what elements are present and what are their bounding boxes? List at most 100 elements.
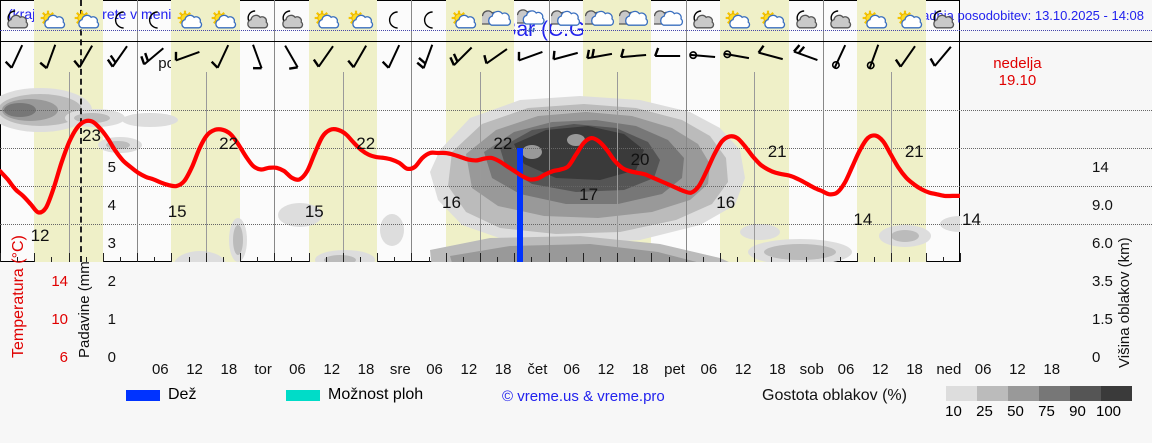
sun-cloud-icon	[172, 0, 206, 41]
day-header-nedelja: nedelja 19.10	[937, 55, 1097, 89]
x-tick	[360, 257, 361, 262]
x-tick	[462, 257, 464, 262]
x-tick	[891, 253, 893, 262]
day-separator	[274, 0, 276, 262]
x-axis-label-sob: sob	[799, 361, 824, 378]
x-axis-label-pet: pet	[664, 361, 685, 378]
cloud-blob	[380, 214, 404, 246]
x-tick	[445, 253, 447, 262]
cloud-blob	[233, 225, 243, 255]
wind-barb-icon	[686, 41, 720, 72]
x-axis-label-18: 18	[357, 361, 375, 378]
x-tick	[531, 257, 533, 262]
temperature-value-label: 17	[579, 185, 599, 205]
x-tick	[942, 257, 944, 262]
moon-icon	[412, 0, 446, 41]
daylight-band-icons-day2	[171, 0, 240, 72]
wind-barb-icon	[857, 41, 891, 72]
x-tick	[960, 253, 961, 262]
cloud-density-swatch-100	[1101, 386, 1132, 401]
sun-cloud-icon	[343, 0, 377, 41]
x-tick	[428, 257, 430, 262]
gridline-vertical-noon	[480, 72, 481, 262]
temperature-value-label: 14	[962, 209, 981, 229]
x-tick	[685, 253, 687, 262]
cloud-density-swatch-10	[946, 386, 977, 401]
cloud-height-tick-1.5: 1.5	[1092, 311, 1113, 328]
cloud-blob	[174, 251, 226, 262]
x-tick	[154, 257, 156, 262]
x-axis-label-06: 06	[151, 361, 169, 378]
x-axis-label-ned: ned	[936, 361, 962, 378]
x-axis-label-18: 18	[906, 361, 923, 378]
gridline-vertical-noon	[205, 72, 207, 262]
cloud-density-tick-90: 90	[1069, 403, 1086, 420]
moon-cloud-icon	[789, 0, 823, 41]
wind-barb-icon	[480, 41, 514, 72]
cloud-density-tick-50: 50	[1007, 403, 1024, 420]
x-tick	[617, 253, 619, 262]
x-axis-label-12: 12	[460, 361, 478, 378]
temperature-value-label: 23	[82, 125, 101, 145]
x-tick	[188, 257, 190, 262]
x-tick	[68, 253, 70, 262]
x-axis-label-06: 06	[700, 361, 718, 378]
cloud-blob	[122, 113, 178, 127]
x-axis-label-12: 12	[1009, 361, 1026, 378]
rain-swatch	[126, 389, 160, 401]
precipitation-tick-1: 1	[107, 311, 116, 328]
temperature-tick-10: 10	[51, 311, 68, 328]
cloud-height-tick-6.0: 6.0	[1092, 235, 1113, 252]
x-tick	[548, 253, 550, 262]
x-tick	[34, 253, 36, 262]
gridline-vertical-noon	[342, 72, 344, 262]
x-tick	[411, 253, 413, 262]
x-tick	[720, 253, 721, 262]
temperature-value-label: 16	[716, 193, 736, 213]
gridline-vertical-noon	[891, 72, 893, 262]
gridline-horizontal	[0, 224, 1152, 225]
wind-barb-icon	[0, 41, 34, 72]
copyright-link[interactable]: © vreme.us & vreme.pro	[502, 388, 665, 405]
sun-cloud-icon	[34, 0, 68, 41]
x-axis-label-čet: čet	[527, 361, 548, 378]
x-tick	[925, 253, 927, 262]
x-tick	[394, 257, 396, 262]
daylight-band-icons-day7	[857, 0, 926, 72]
gridline-horizontal	[0, 110, 1152, 111]
temperature-value-label: 20	[630, 150, 650, 170]
wind-barb-icon	[309, 41, 343, 72]
day-separator	[137, 0, 139, 262]
wind-barb-icon	[789, 41, 823, 72]
x-axis-label-12: 12	[186, 361, 203, 378]
wind-barb-icon	[274, 41, 308, 72]
gridline-horizontal	[0, 186, 1152, 187]
showers-swatch	[286, 389, 320, 401]
cloud-blob	[278, 203, 322, 227]
x-tick	[668, 257, 670, 262]
cloud-height-tick-0: 0	[1092, 349, 1101, 366]
cloud-density-color-scale	[946, 386, 1132, 401]
cloud-height-tick-3.5: 3.5	[1092, 273, 1113, 290]
wind-barb-icon	[69, 41, 103, 72]
legend-item-showers: Možnost ploh	[286, 386, 423, 404]
x-tick	[857, 253, 859, 262]
cloud-density-legend-title: Gostota oblakov (%)	[762, 387, 907, 404]
x-tick	[480, 253, 481, 262]
sun-cloud-icon	[206, 0, 240, 41]
x-tick	[325, 257, 327, 262]
moon-cloud-icon	[240, 0, 274, 41]
x-axis-label-18: 18	[1043, 361, 1061, 378]
cloud-density-tick-25: 25	[976, 403, 993, 420]
cloud-density-scale-labels: 10 25 50 75 90 100	[938, 403, 1124, 420]
sun-cloud-icon	[309, 0, 343, 41]
x-tick	[85, 257, 87, 262]
cloud-blob	[764, 244, 836, 260]
day-name: nedelja	[993, 55, 1042, 72]
moon-cloud-icon	[926, 0, 960, 41]
moon-cloud-icon	[686, 0, 720, 41]
wind-barb-icon	[583, 41, 617, 72]
wind-barb-icon	[926, 41, 960, 72]
